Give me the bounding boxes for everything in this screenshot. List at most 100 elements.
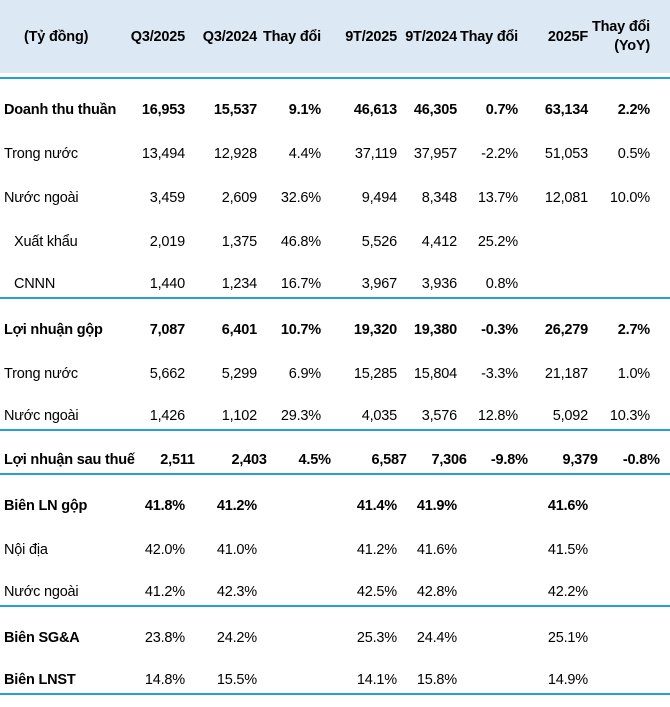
row-label: Biên LN gộp — [4, 498, 88, 514]
table-cell: 15.8% — [416, 672, 457, 688]
table-cell: 41.2% — [356, 542, 397, 558]
table-cell: 1,234 — [221, 276, 257, 292]
table-cell: 42.3% — [216, 584, 257, 600]
table-cell: 25.2% — [477, 234, 518, 250]
table-cell: 12,928 — [213, 146, 257, 162]
row-label: CNNN — [14, 276, 56, 292]
table-cell: 15.5% — [216, 672, 257, 688]
table-cell: 42.2% — [547, 584, 588, 600]
table-body: Doanh thu thuần 16,953 15,537 9.1% 46,613 46… — [0, 79, 670, 695]
row-label: Nước ngoài — [4, 584, 79, 600]
table-cell: 4,412 — [421, 234, 457, 250]
row-label: Lợi nhuận gộp — [4, 322, 103, 338]
row-label: Lợi nhuận sau thuế — [4, 452, 135, 468]
row-label: Nội địa — [4, 542, 48, 558]
table-cell: 13.7% — [477, 190, 518, 206]
table-cell: 21,187 — [544, 366, 588, 382]
table-cell: 6,587 — [371, 452, 407, 468]
table-cell: 42.5% — [356, 584, 397, 600]
table-cell: -0.3% — [481, 322, 518, 338]
table-cell: 42.8% — [416, 584, 457, 600]
table-cell: 2.2% — [617, 102, 650, 118]
table-cell: 9,494 — [361, 190, 397, 206]
table-cell: 1,375 — [221, 234, 257, 250]
table-header-row: (Tỷ đồng) Q3/2025 Q3/2024 Thay đổi 9T/20… — [0, 0, 670, 73]
column-header-change-9t: Thay đổi — [459, 28, 518, 45]
row-label: Doanh thu thuần — [4, 102, 117, 118]
table-row: Lợi nhuận sau thuế 2,511 2,403 4.5% 6,587 7,… — [0, 431, 670, 475]
table-cell: 37,957 — [413, 146, 457, 162]
table-row: Biên LN gộp 41.8% 41.2% 41.4% 41.9% 41.6% — [0, 475, 670, 519]
table-cell: 14.1% — [356, 672, 397, 688]
table-row: Nội địa 42.0% 41.0% 41.2% 41.6% 41.5% — [0, 519, 670, 563]
table-row: Nước ngoài 1,426 1,102 29.3% 4,035 3,576 12.8… — [0, 387, 670, 431]
table-cell: 41.0% — [216, 542, 257, 558]
column-header-2025f: 2025F — [547, 28, 588, 45]
table-row: Biên SG&A 23.8% 24.2% 25.3% 24.4% 25.1% — [0, 607, 670, 651]
table-row: Nước ngoài 3,459 2,609 32.6% 9,494 8,348 13.7… — [0, 167, 670, 211]
table-row: Biên LNST 14.8% 15.5% 14.1% 15.8% 14.9% — [0, 651, 670, 695]
table-cell: 5,662 — [149, 366, 185, 382]
table-cell: 4.5% — [298, 452, 331, 468]
table-cell: 2,403 — [231, 452, 267, 468]
table-cell: 37,119 — [354, 146, 397, 162]
table-cell: 10.3% — [609, 408, 650, 424]
table-cell: 6.9% — [288, 366, 321, 382]
table-cell: 3,459 — [149, 190, 185, 206]
table-row: Doanh thu thuần 16,953 15,537 9.1% 46,613 46… — [0, 79, 670, 123]
table-cell: 41.6% — [416, 542, 457, 558]
table-cell: 25.3% — [356, 630, 397, 646]
row-label: Nước ngoài — [4, 190, 79, 206]
table-cell: 41.5% — [547, 542, 588, 558]
table-cell: 15,804 — [413, 366, 457, 382]
table-cell: -0.8% — [622, 452, 660, 468]
table-cell: 41.9% — [416, 498, 457, 514]
row-label: Xuất khẩu — [14, 234, 78, 250]
table-cell: 4.4% — [288, 146, 321, 162]
table-cell: 5,526 — [361, 234, 397, 250]
table-row: Trong nước 5,662 5,299 6.9% 15,285 15,804 -3.… — [0, 343, 670, 387]
table-cell: 23.8% — [144, 630, 185, 646]
table-cell: 15,285 — [353, 366, 397, 382]
column-header-q3-2025: Q3/2025 — [130, 28, 185, 45]
row-label: Trong nước — [4, 366, 78, 382]
table-cell: 14.9% — [547, 672, 588, 688]
table-cell: 13,494 — [141, 146, 185, 162]
table-cell: 5,092 — [552, 408, 588, 424]
table-cell: 63,134 — [544, 102, 588, 118]
table-cell: 41.2% — [216, 498, 257, 514]
table-cell: 3,936 — [421, 276, 457, 292]
table-cell: 2,511 — [160, 452, 195, 468]
table-cell: 42.0% — [144, 542, 185, 558]
table-cell: 41.4% — [356, 498, 397, 514]
table-row: Xuất khẩu 2,019 1,375 46.8% 5,526 4,412 25.2% — [0, 211, 670, 255]
table-cell: 25.1% — [547, 630, 588, 646]
table-cell: 1,102 — [221, 408, 257, 424]
table-row: Trong nước 13,494 12,928 4.4% 37,119 37,957 -… — [0, 123, 670, 167]
table-row: Lợi nhuận gộp 7,087 6,401 10.7% 19,320 19,38… — [0, 299, 670, 343]
table-cell: 5,299 — [221, 366, 257, 382]
table-row: Nước ngoài 41.2% 42.3% 42.5% 42.8% 42.2% — [0, 563, 670, 607]
unit-label: (Tỷ đồng) — [24, 28, 89, 45]
table-cell: 7,306 — [431, 452, 467, 468]
table-cell: 3,576 — [421, 408, 457, 424]
table-cell: 24.2% — [216, 630, 257, 646]
table-cell: 1,440 — [149, 276, 185, 292]
table-cell: 2,019 — [149, 234, 185, 250]
column-header-9t-2025: 9T/2025 — [345, 28, 397, 45]
row-label: Trong nước — [4, 146, 78, 162]
table-cell: -2.2% — [481, 146, 518, 162]
table-cell: 41.6% — [547, 498, 588, 514]
table-cell: 15,537 — [213, 102, 257, 118]
table-cell: 46,305 — [413, 102, 457, 118]
column-header-9t-2024: 9T/2024 — [405, 28, 457, 45]
table-cell: 24.4% — [416, 630, 457, 646]
table-cell: 10.7% — [280, 322, 321, 338]
table-cell: 2,609 — [221, 190, 257, 206]
table-cell: -9.8% — [490, 452, 528, 468]
table-cell: 9,379 — [562, 452, 598, 468]
table-cell: 41.8% — [144, 498, 185, 514]
table-cell: 26,279 — [544, 322, 588, 338]
table-cell: 14.8% — [144, 672, 185, 688]
table-cell: 7,087 — [149, 322, 185, 338]
